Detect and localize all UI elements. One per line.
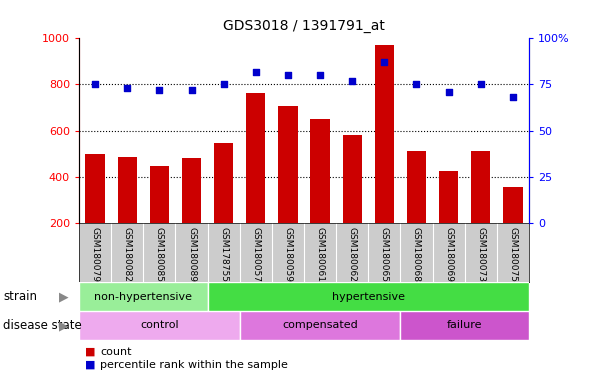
Text: ▶: ▶	[59, 319, 69, 332]
Bar	[503, 187, 522, 223]
Point	[251, 68, 261, 74]
Point	[122, 85, 132, 91]
Bar	[471, 151, 491, 223]
Bar	[240, 311, 401, 340]
Text: GSM180079: GSM180079	[91, 227, 100, 283]
Text: GSM180073: GSM180073	[476, 227, 485, 283]
Text: GSM178755: GSM178755	[219, 227, 228, 283]
Point	[187, 87, 196, 93]
Bar	[342, 135, 362, 223]
Point	[379, 59, 389, 65]
Point	[283, 72, 293, 78]
Text: GSM180068: GSM180068	[412, 227, 421, 283]
Bar	[439, 171, 458, 223]
Bar	[375, 45, 394, 223]
Point	[90, 81, 100, 88]
Text: percentile rank within the sample: percentile rank within the sample	[100, 360, 288, 370]
Bar	[401, 311, 529, 340]
Bar	[182, 157, 201, 223]
Text: disease state: disease state	[3, 319, 82, 332]
Point	[444, 89, 454, 95]
Text: non-hypertensive: non-hypertensive	[94, 291, 192, 302]
Bar	[311, 119, 330, 223]
Text: failure: failure	[447, 320, 482, 331]
Text: GSM180065: GSM180065	[380, 227, 389, 283]
Text: GSM180085: GSM180085	[155, 227, 164, 283]
Bar	[207, 282, 529, 311]
Text: ■: ■	[85, 347, 95, 357]
Text: GSM180062: GSM180062	[348, 227, 357, 282]
Text: strain: strain	[3, 290, 37, 303]
Point	[154, 87, 164, 93]
Point	[508, 94, 518, 101]
Bar	[246, 93, 266, 223]
Text: GSM180057: GSM180057	[251, 227, 260, 283]
Text: ▶: ▶	[59, 290, 69, 303]
Text: GSM180061: GSM180061	[316, 227, 325, 283]
Point	[412, 81, 421, 88]
Bar	[407, 151, 426, 223]
Text: count: count	[100, 347, 132, 357]
Text: hypertensive: hypertensive	[332, 291, 405, 302]
Bar	[214, 142, 233, 223]
Point	[315, 72, 325, 78]
Text: control: control	[140, 320, 179, 331]
Text: GDS3018 / 1391791_at: GDS3018 / 1391791_at	[223, 19, 385, 33]
Bar	[86, 154, 105, 223]
Text: compensated: compensated	[282, 320, 358, 331]
Bar	[79, 282, 207, 311]
Bar	[150, 166, 169, 223]
Text: GSM180082: GSM180082	[123, 227, 132, 282]
Text: GSM180075: GSM180075	[508, 227, 517, 283]
Bar	[79, 311, 240, 340]
Point	[476, 81, 486, 88]
Point	[219, 81, 229, 88]
Point	[347, 78, 357, 84]
Text: GSM180059: GSM180059	[283, 227, 292, 283]
Text: GSM180069: GSM180069	[444, 227, 453, 283]
Text: ■: ■	[85, 360, 95, 370]
Text: GSM180089: GSM180089	[187, 227, 196, 283]
Bar	[117, 157, 137, 223]
Bar	[278, 106, 297, 223]
